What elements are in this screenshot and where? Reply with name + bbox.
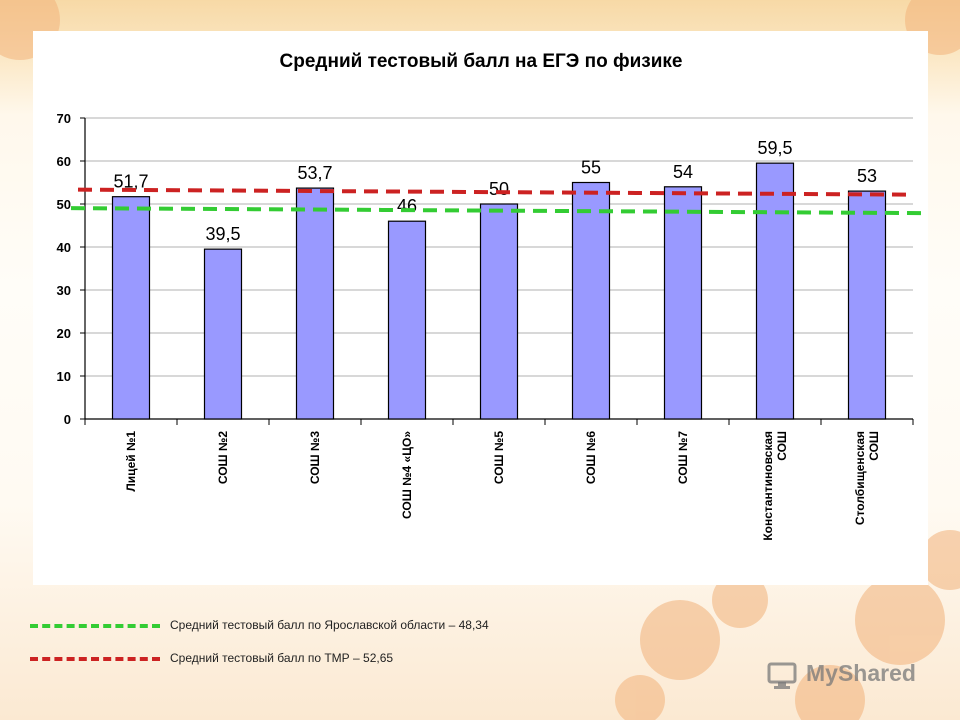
x-tick-label: СОШ	[775, 431, 789, 461]
data-label: 39,5	[205, 224, 240, 244]
bar	[111, 196, 151, 420]
x-tick-label: СОШ	[867, 431, 881, 461]
data-label: 50	[489, 179, 509, 199]
bar	[847, 190, 887, 420]
bar	[479, 203, 519, 420]
watermark: MyShared	[766, 656, 936, 696]
data-label: 59,5	[757, 138, 792, 158]
y-tick-label: 70	[57, 111, 71, 126]
x-tick-label: Столбищенская	[853, 431, 867, 525]
y-tick-label: 50	[57, 197, 71, 212]
data-label: 53	[857, 166, 877, 186]
y-tick-label: 30	[57, 283, 71, 298]
bar-chart: Средний тестовый балл на ЕГЭ по физике 0…	[57, 51, 928, 541]
x-tick-label: Константиновская	[761, 431, 775, 541]
y-tick-label: 10	[57, 369, 71, 384]
chart-legend: Средний тестовый балл по Ярославской обл…	[30, 615, 590, 685]
data-label: 54	[673, 162, 693, 182]
chart-panel: Средний тестовый балл на ЕГЭ по физике 0…	[33, 31, 928, 585]
bar	[295, 187, 335, 420]
y-tick-label: 20	[57, 326, 71, 341]
bar	[387, 220, 427, 420]
data-label: 55	[581, 158, 601, 178]
x-tick-label: СОШ №7	[676, 431, 690, 484]
x-tick-label: СОШ №4 «ЦО»	[400, 431, 414, 519]
watermark-text: MyShared	[806, 660, 916, 686]
x-tick-label: СОШ №5	[492, 431, 506, 484]
y-tick-label: 60	[57, 154, 71, 169]
x-tick-label: Лицей №1	[124, 431, 138, 492]
reference-line-tmr	[77, 187, 909, 197]
data-label: 51,7	[113, 172, 148, 192]
data-label: 46	[397, 196, 417, 216]
x-tick-label: СОШ №2	[216, 431, 230, 484]
bar	[571, 181, 611, 420]
bar	[663, 186, 703, 420]
data-label: 53,7	[297, 163, 332, 183]
legend-item-tmr: Средний тестовый балл по ТМР – 52,65	[30, 648, 590, 668]
legend-line-red	[30, 657, 160, 661]
legend-line-green	[30, 624, 160, 628]
chart-title: Средний тестовый балл на ЕГЭ по физике	[280, 51, 683, 72]
legend-label-region: Средний тестовый балл по Ярославской обл…	[170, 618, 489, 632]
myshared-logo-icon	[767, 662, 797, 689]
bar	[755, 162, 795, 420]
x-tick-label: СОШ №6	[584, 431, 598, 484]
x-tick-label: СОШ №3	[308, 431, 322, 484]
reference-line-region	[70, 206, 928, 216]
legend-item-region: Средний тестовый балл по Ярославской обл…	[30, 615, 590, 635]
bar	[203, 248, 243, 420]
legend-label-tmr: Средний тестовый балл по ТМР – 52,65	[170, 651, 394, 665]
y-tick-label: 0	[64, 412, 71, 427]
y-tick-label: 40	[57, 240, 71, 255]
